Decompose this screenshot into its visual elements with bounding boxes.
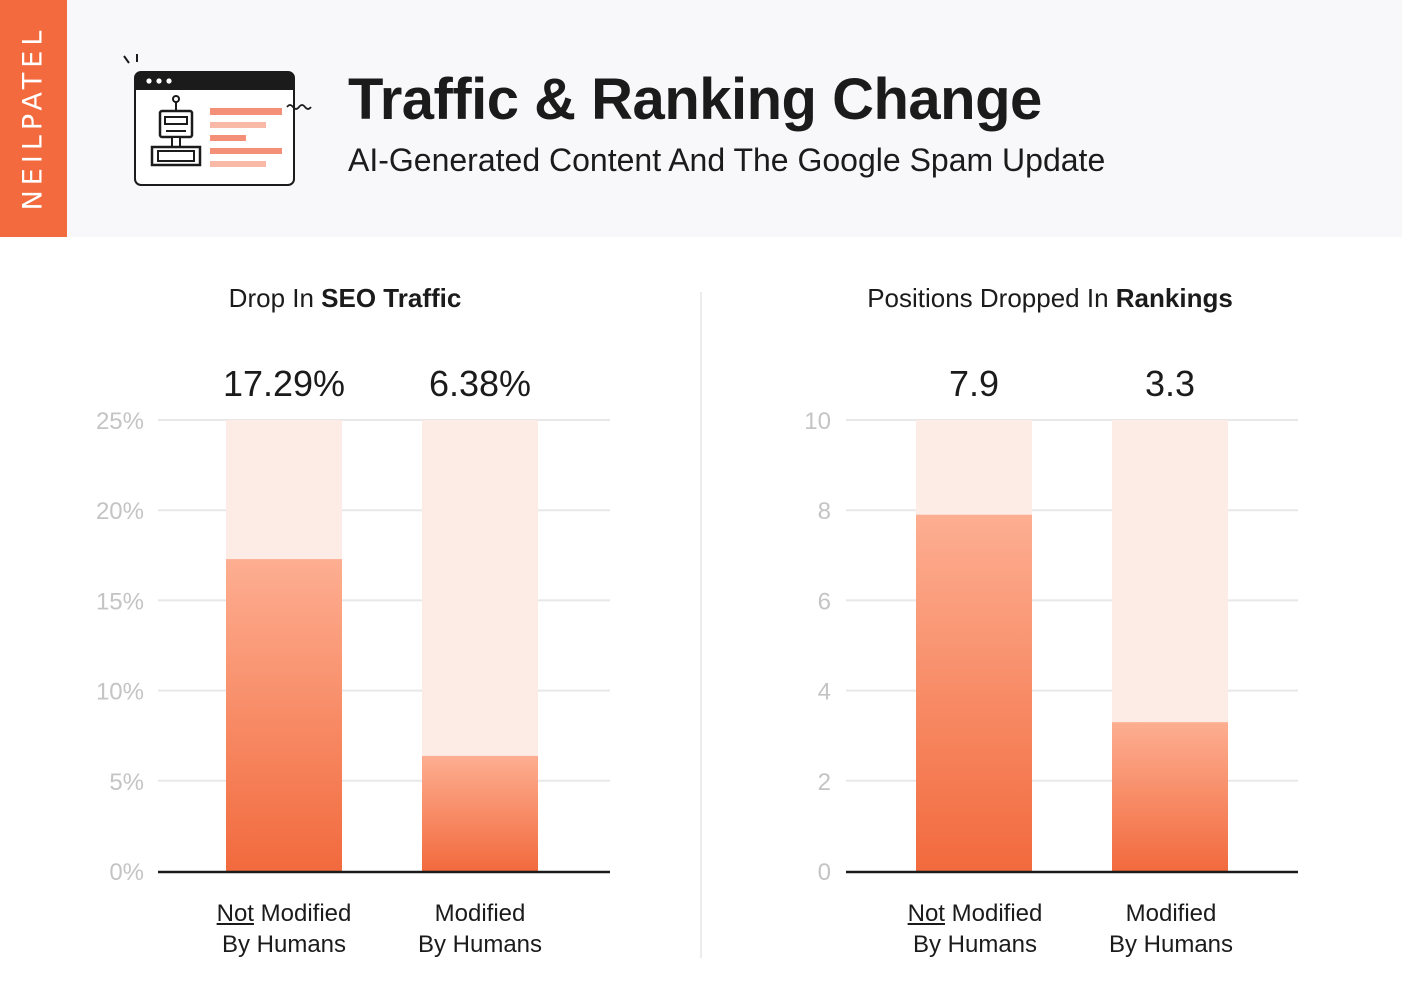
- y-tick-label: 10%: [96, 679, 144, 706]
- category-label-modified: Modified By Humans: [417, 900, 543, 958]
- y-tick-label: 5%: [109, 769, 144, 796]
- y-tick-label: 4: [818, 679, 831, 706]
- data-label: 7.9: [949, 363, 999, 404]
- robot-content-window-icon: [123, 54, 312, 186]
- category-label-not-modified: Not Modified By Humans: [907, 900, 1043, 958]
- page-title: Traffic & Ranking Change: [348, 67, 1042, 132]
- y-tick-label: 25%: [96, 408, 144, 435]
- bar: [226, 559, 342, 871]
- category-label-not-modified: Not Modified By Humans: [216, 900, 352, 958]
- y-tick-label: 0%: [109, 859, 144, 886]
- chart-title-rankings: Positions Dropped In Rankings: [867, 283, 1233, 313]
- y-tick-label: 15%: [96, 588, 144, 615]
- y-tick-label: 2: [818, 769, 831, 796]
- category-label-modified: Modified By Humans: [1108, 900, 1234, 958]
- bar: [916, 514, 1032, 871]
- y-tick-label: 0: [818, 859, 831, 886]
- y-tick-label: 6: [818, 588, 831, 615]
- y-tick-label: 8: [818, 498, 831, 525]
- panel-divider: [700, 292, 702, 958]
- header: NEILPATEL Traffic & Ranking Change AI-Ge…: [0, 0, 1402, 237]
- bar: [422, 755, 538, 871]
- data-label: 17.29%: [223, 363, 345, 404]
- data-label: 3.3: [1145, 363, 1195, 404]
- bar: [1112, 722, 1228, 871]
- y-tick-label: 10: [804, 408, 831, 435]
- chart-title-seo-traffic: Drop In SEO Traffic: [228, 283, 462, 313]
- data-label: 6.38%: [429, 363, 531, 404]
- y-tick-label: 20%: [96, 498, 144, 525]
- brand-strip: NEILPATEL: [0, 0, 67, 237]
- page-subtitle: AI-Generated Content And The Google Spam…: [348, 142, 1106, 178]
